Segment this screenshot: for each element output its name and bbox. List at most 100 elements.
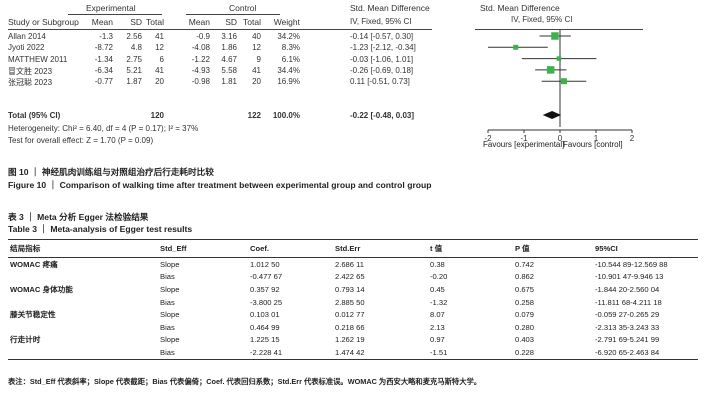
table-cell: 8.07 [430,310,445,320]
study-ci: -0.03 [-1.06, 1.01] [350,54,414,64]
col-sd-exp: SD [130,17,142,27]
favours-control: Favours [control] [563,140,623,149]
study-marker [556,56,562,61]
study-sd1: 2.56 [126,32,142,41]
table-row: Bias 0.464 99 0.218 66 2.13 0.280 -2.313 35-3… [8,321,698,334]
study-sd2: 5.58 [221,65,237,75]
total-weight: 100.0% [272,111,300,120]
figure-caption-cn: 图 10 ｜ 神经肌肉训练组与对照组治疗后行走耗时比较 [8,167,214,177]
study-m1: -8.72 [94,43,113,53]
study-sd1: 1.87 [126,77,142,87]
col-total-ctl: Total [243,17,261,27]
table-cell: 2.686 11 [335,259,364,269]
table-cell: 0.862 [515,272,535,282]
th-p: P 值 [515,244,530,253]
table-row: WOMAC 身体功能 Slope 0.357 92 0.793 14 0.45 0.675… [8,283,698,296]
table-cell: -2.313 35-3.243 33 [595,322,660,332]
plot-header: Std. Mean Difference [480,3,560,13]
table-cell: 0.97 [430,335,445,345]
table-cell: Slope [160,284,180,294]
experimental-header: Experimental [86,3,136,13]
pooled-diamond [542,111,562,119]
study-ci: -0.26 [-0.69, 0.18] [350,65,414,75]
study-sd2: 1.81 [221,77,237,87]
table-cell: -1.844 20-2.560 04 [595,284,660,294]
x-tick-label: 1 [594,134,599,143]
study-n2: 20 [252,77,261,87]
table-cell: 0.742 [515,259,535,269]
table-row: Bias -2.228 41 1.474 42 -1.51 0.228 -6.920 65… [8,346,698,360]
figure-caption-en: Figure 10 ｜ Comparison of walking time a… [8,180,432,190]
study-n1: 41 [155,65,164,75]
table-row: 膝关节稳定性 Slope 0.103 01 0.012 77 8.07 0.079 -0.0… [8,308,698,321]
table-cell: 1.012 50 [250,259,280,269]
study-sd2: 4.67 [221,54,237,64]
table-cell: 0.403 [515,335,535,345]
table-header-row: 结局指标 Std_Eff Coef. Std.Err t 值 P 值 95%CI [8,239,698,258]
table-cell: -1.51 [430,347,448,357]
table-body: WOMAC 疼痛 Slope 1.012 50 2.686 11 0.38 0.742 -1… [8,258,698,360]
table-cell: -11.811 68-4.211 18 [595,297,662,307]
table-cell: -10.544 89-12.569 88 [595,259,668,269]
control-header-rule [186,14,280,15]
table-cell: Bias [160,297,175,307]
table-cell: Bias [160,272,175,282]
study-m2: -0.9 [196,32,210,41]
study-n2: 12 [252,43,261,53]
table-cell: -10.901 47-9.946 13 [595,272,664,282]
study-name: Allan 2014 [8,32,46,41]
col-study: Study or Subgroup [8,17,79,27]
table-cell: 膝关节稳定性 [10,310,56,320]
study-sd1: 4.8 [130,43,142,53]
plot-header-rule [475,29,643,30]
table-cell: 行走计时 [10,335,41,345]
table-cell: 0.464 99 [250,322,280,332]
x-tick-label: 0 [558,134,563,143]
table-row: Bias -3.800 25 2.885 50 -1.32 0.258 -11.811 6… [8,296,698,309]
study-n1: 41 [155,32,164,41]
table-cell: -3.800 25 [250,297,283,307]
x-tick-label: -1 [520,134,528,143]
table-cell: 1.225 15 [250,335,280,345]
table-cell: 0.228 [515,347,535,357]
study-n1: 6 [159,54,164,64]
study-w: 34.2% [277,32,300,41]
total-n-exp: 120 [150,111,164,120]
table-cell: Slope [160,335,180,345]
table-cell: Bias [160,347,175,357]
table-cell: 0.103 01 [250,310,280,320]
forest-plot: Experimental Control Std. Mean Differenc… [0,0,709,145]
table-cell: -0.477 67 [250,272,283,282]
table-cell: -1.32 [430,297,448,307]
table-cell: 1.262 19 [335,335,365,345]
col-weight: Weight [273,17,300,27]
table-title-en: Table 3 ｜ Meta-analysis of Egger test re… [8,224,193,234]
study-w: 8.3% [281,43,300,53]
col-mean-ctl: Mean [188,17,210,27]
study-marker [513,44,519,50]
table-cell: Slope [160,259,180,269]
table-cell: 2.422 65 [335,272,365,282]
col-smd-ci: IV, Fixed, 95% CI [350,17,412,26]
favours-experimental: Favours [experimental] [483,140,565,149]
table-cell [8,296,158,309]
study-w: 34.4% [277,65,300,75]
table-cell: 2.13 [430,322,445,332]
study-n1: 20 [155,77,164,87]
study-name: Jyoti 2022 [8,43,45,53]
th-t: t 值 [430,244,443,253]
table-cell: 0.218 66 [335,322,365,332]
heterogeneity: Heterogeneity: Chi² = 6.40, df = 4 (P = … [8,124,199,133]
study-w: 16.9% [277,77,300,87]
study-sd1: 5.21 [126,65,142,75]
study-m1: -0.77 [94,77,113,87]
study-m1: -1.3 [99,32,113,41]
table-note: 表注：Std_Eff 代表斜率；Slope 代表截距；Bias 代表偏倚；Coe… [8,377,482,386]
table-cell: -6.920 65-2.463 84 [595,347,660,357]
plot-subheader: IV, Fixed, 95% CI [511,15,573,24]
study-marker [551,32,559,40]
total-label: Total (95% CI) [8,111,61,120]
table-cell: 0.079 [515,310,535,320]
study-ci: 0.11 [-0.51, 0.73] [350,77,410,87]
table-cell: 0.38 [430,259,445,269]
